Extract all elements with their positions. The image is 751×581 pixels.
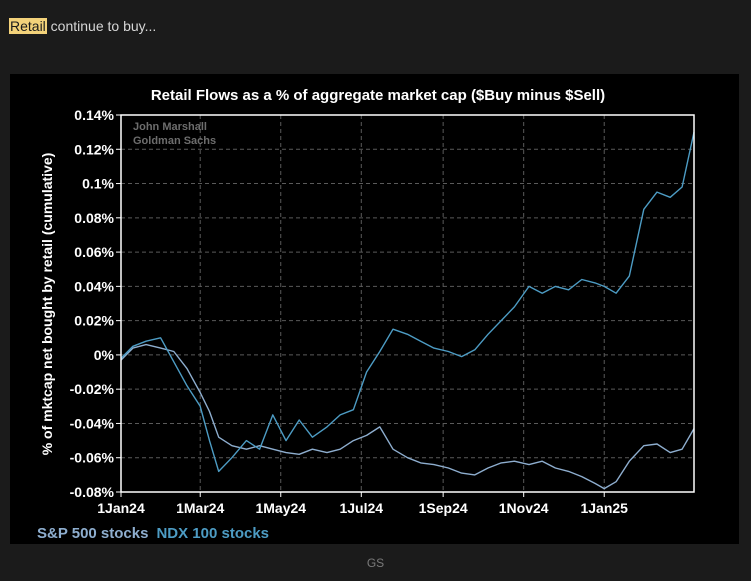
y-tick-label: 0.1% xyxy=(82,176,114,192)
chart-panel: Retail Flows as a % of aggregate market … xyxy=(10,74,739,544)
x-tick-label: 1Sep24 xyxy=(419,500,468,516)
watermark-line-2: Goldman Sachs xyxy=(133,135,216,147)
plot-frame xyxy=(120,114,695,493)
series-lines xyxy=(120,131,695,490)
caption: Retail continue to buy... xyxy=(9,18,156,34)
legend-sp500: S&P 500 stocks xyxy=(37,525,148,542)
x-tick-label: 1Jan25 xyxy=(580,500,628,516)
caption-text: continue to buy... xyxy=(46,18,157,34)
y-tick-label: 0.04% xyxy=(74,278,114,294)
x-tick-label: 1May24 xyxy=(255,500,306,516)
gridlines xyxy=(116,114,694,497)
y-tick-label: 0.12% xyxy=(74,141,114,157)
chart-title: Retail Flows as a % of aggregate market … xyxy=(151,87,605,104)
y-axis-label: % of mktcap net bought by retail (cumula… xyxy=(39,153,55,456)
y-tick-label: 0.08% xyxy=(74,210,114,226)
x-tick-label: 1Nov24 xyxy=(499,500,549,516)
y-tick-labels: 0.14% 0.12% 0.1% 0.08% 0.06% 0.04% 0.02% 0% -0.0… xyxy=(70,107,115,500)
y-tick-label: 0.14% xyxy=(74,107,114,123)
retail-flows-chart: Retail Flows as a % of aggregate market … xyxy=(37,87,695,542)
watermark-line-1: John Marshall xyxy=(133,121,207,133)
y-tick-label: -0.08% xyxy=(70,484,115,500)
footer-source: GS xyxy=(366,556,385,570)
x-tick-label: 1Jan24 xyxy=(97,500,145,516)
y-tick-label: 0.02% xyxy=(74,313,114,329)
x-tick-label: 1Jul24 xyxy=(339,500,383,516)
y-tick-label: -0.02% xyxy=(70,381,115,397)
legend-ndx: NDX 100 stocks xyxy=(156,525,269,542)
legend: S&P 500 stocks NDX 100 stocks xyxy=(37,525,269,542)
y-tick-label: 0% xyxy=(94,347,115,363)
series-line-sp500 xyxy=(120,343,695,490)
y-tick-label: 0.06% xyxy=(74,244,114,260)
x-tick-labels: 1Jan24 1Mar24 1May24 1Jul24 1Sep24 1Nov24 1Jan… xyxy=(97,500,628,516)
caption-highlight: Retail xyxy=(9,18,47,34)
series-line-ndx xyxy=(120,131,695,473)
y-tick-label: -0.04% xyxy=(70,415,115,431)
x-tick-label: 1Mar24 xyxy=(176,500,224,516)
y-tick-label: -0.06% xyxy=(70,450,115,466)
